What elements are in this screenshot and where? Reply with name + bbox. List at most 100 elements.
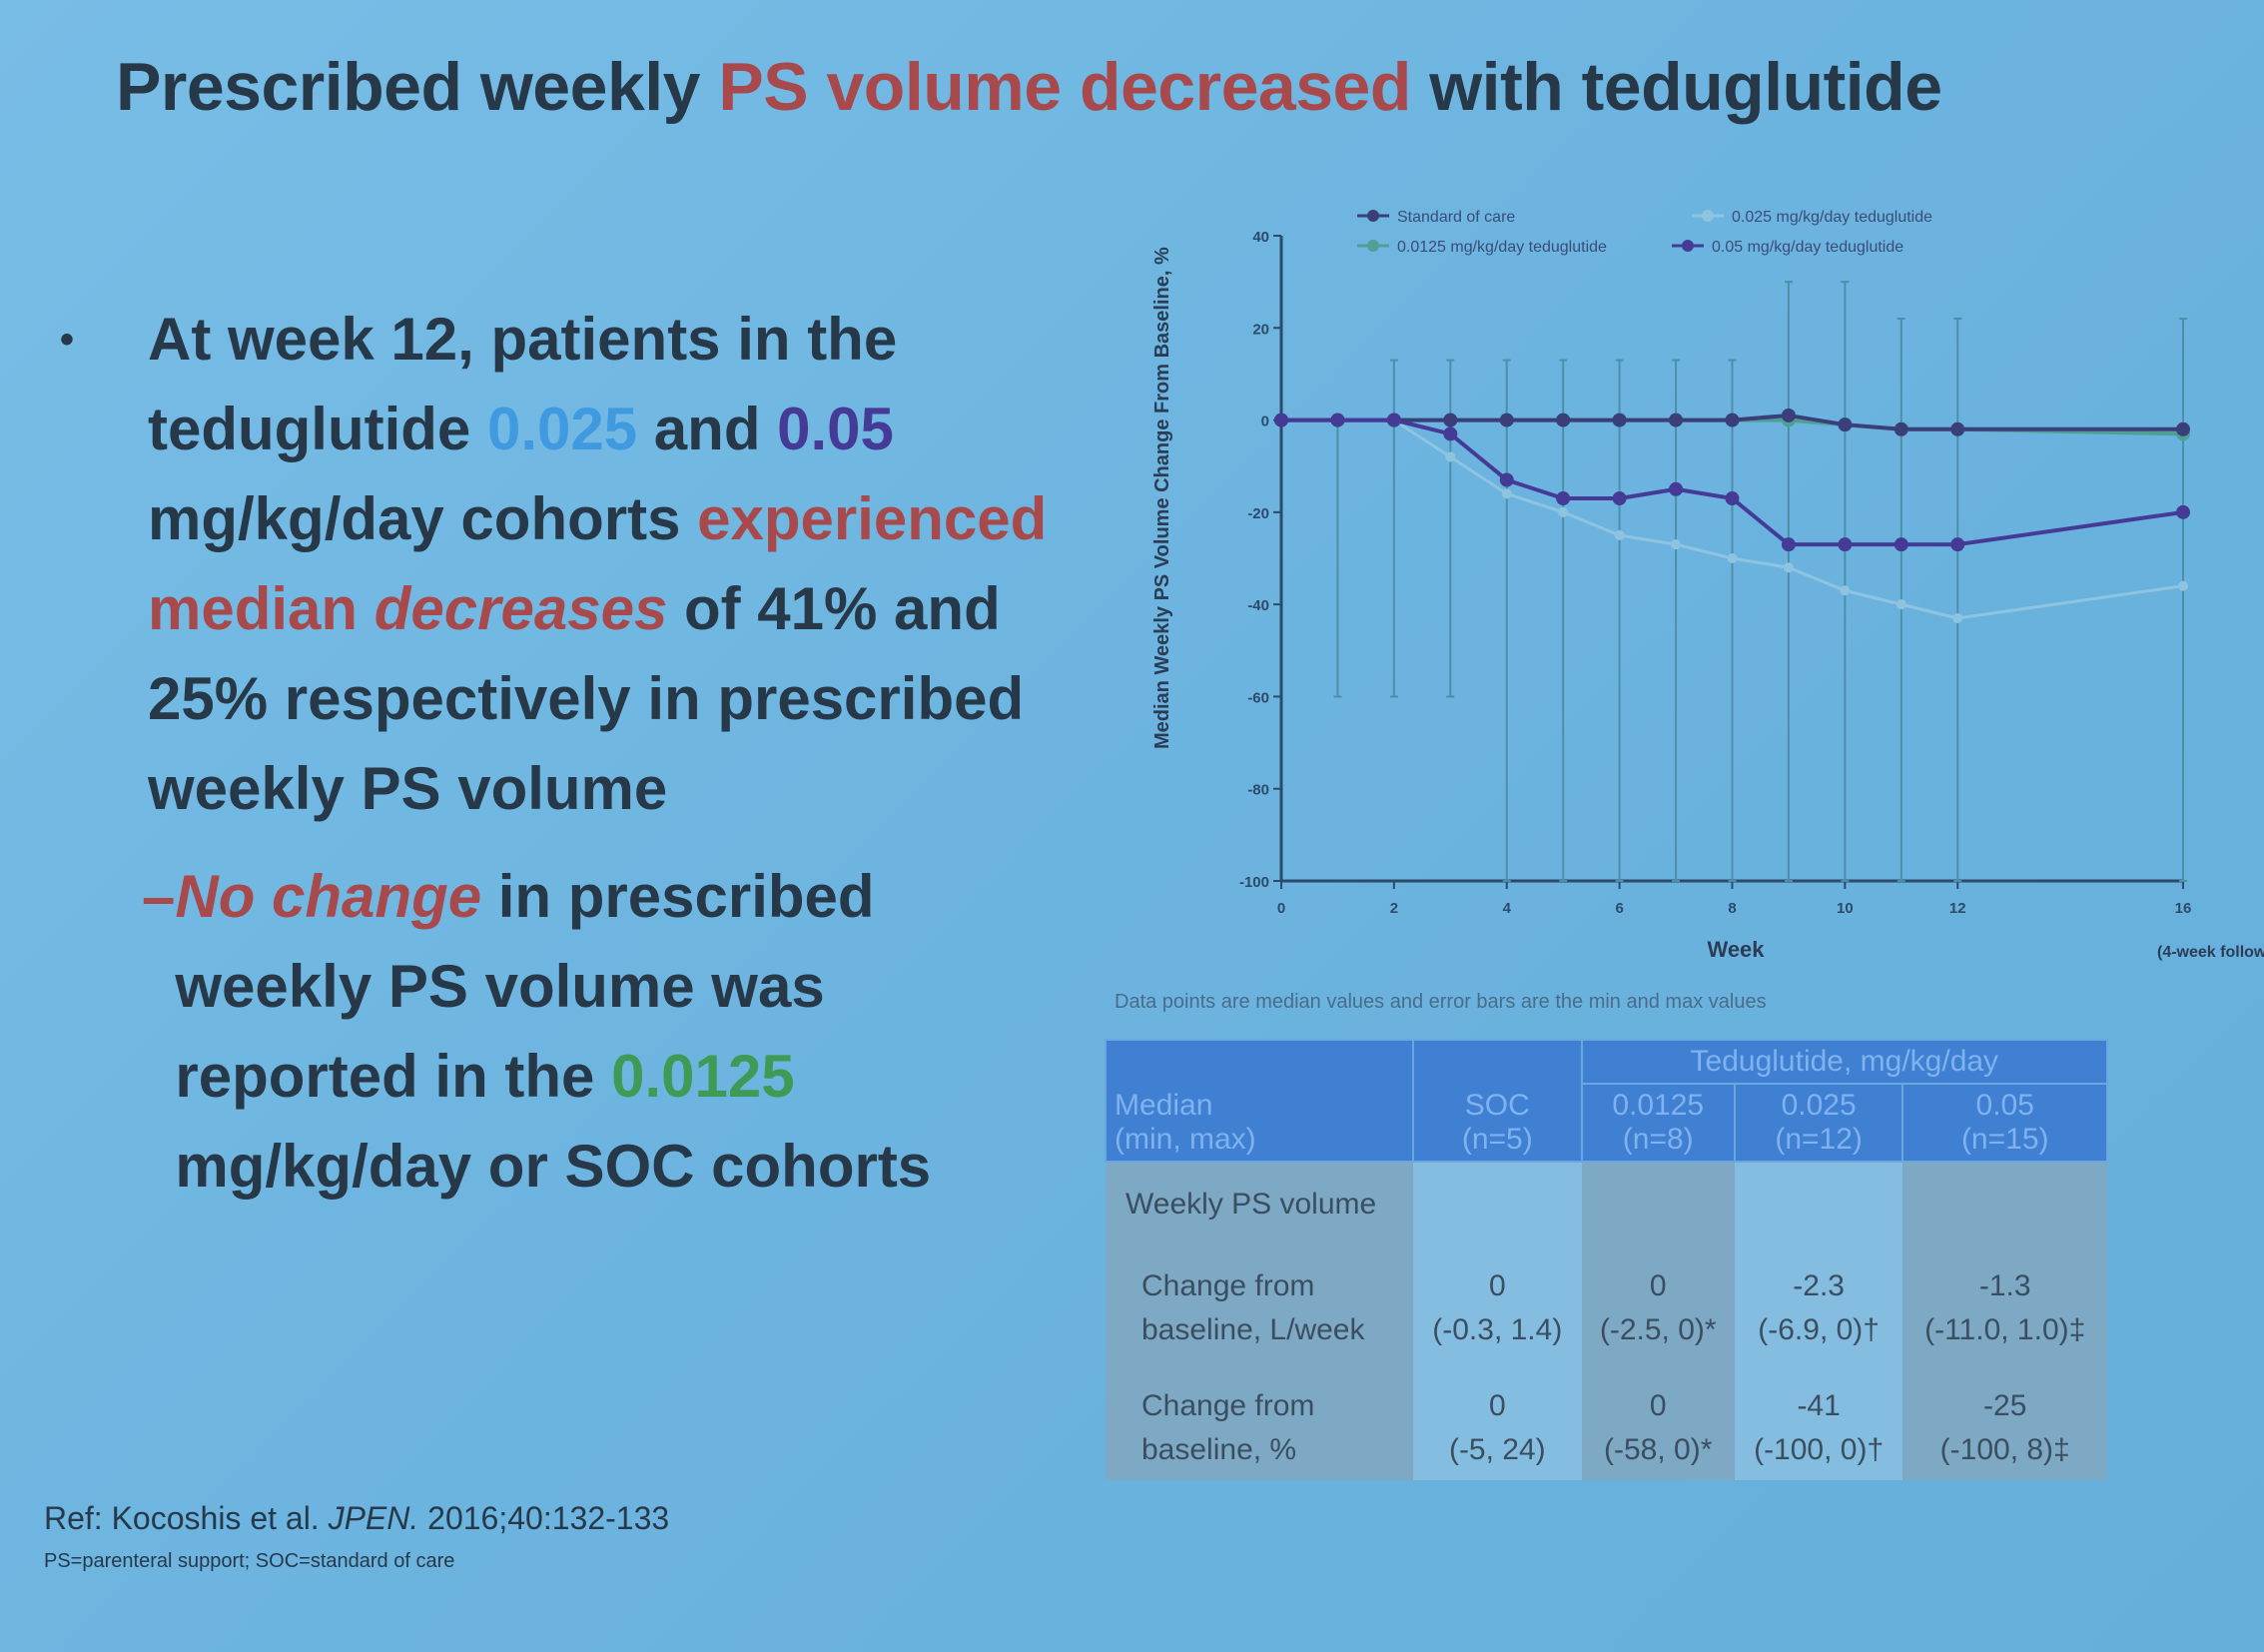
data-point-d05 <box>1893 537 1908 552</box>
range: (-2.5, 0)* <box>1599 1313 1717 1346</box>
text: mg/kg/day or SOC cohorts <box>175 1133 932 1200</box>
y-tick-label: -80 <box>1247 782 1269 799</box>
x-tick-label: 12 <box>1949 900 1966 917</box>
cell: -25 (-100, 8)‡ <box>1902 1360 2107 1480</box>
title-text-end: with teduglutide <box>1410 49 1942 125</box>
text: of 41% and 25% respectively in prescribe… <box>148 575 1025 822</box>
data-point-soc <box>1556 413 1571 427</box>
x-tick-label: 6 <box>1615 900 1623 917</box>
data-point-soc <box>2176 421 2190 436</box>
label-line: baseline, L/week <box>1141 1313 1365 1346</box>
bullet-list: • At week 12, patients in the teduglutid… <box>60 295 1059 1212</box>
range: (-100, 8)‡ <box>1939 1433 2070 1466</box>
median: 0 <box>1488 1389 1506 1422</box>
row-header-line: Median <box>1115 1089 1213 1122</box>
title-text: Prescribed weekly <box>116 49 719 125</box>
y-tick-label: 20 <box>1252 321 1269 338</box>
data-point-d05 <box>1499 472 1514 487</box>
data-point-soc <box>1838 417 1853 432</box>
y-tick-label: -40 <box>1247 597 1269 614</box>
bullet-item: • At week 12, patients in the teduglutid… <box>60 295 1059 834</box>
row-header-line: (min, max) <box>1115 1123 1256 1156</box>
cell: -1.3 (-11.0, 1.0)‡ <box>1902 1256 2107 1360</box>
y-axis-label: Median Weekly PS Volume Change From Base… <box>1151 247 1173 749</box>
empty-cell <box>1734 1162 1903 1256</box>
col-name: SOC <box>1464 1089 1530 1122</box>
row-label: Change from baseline, % <box>1106 1360 1413 1480</box>
col-header-0025: 0.025 (n=12) <box>1733 1083 1904 1163</box>
group-header: Teduglutide, mg/kg/day <box>1580 1039 2109 1085</box>
x-tick-label: 10 <box>1837 900 1854 917</box>
title-highlight: PS volume decreased <box>718 49 1411 125</box>
label-line: Change from <box>1141 1269 1315 1302</box>
median: -1.3 <box>1978 1269 2031 1302</box>
legend-label: Standard of care <box>1397 209 1515 226</box>
median: 0 <box>1649 1269 1667 1302</box>
data-point-d025 <box>1445 451 1456 462</box>
table-row: Change from baseline, % 0 (-5, 24) 0 (-58, … <box>1106 1360 2107 1480</box>
label-line: Change from <box>1141 1389 1315 1422</box>
row-label: Change from baseline, L/week <box>1106 1256 1413 1360</box>
cell: 0 (-5, 24) <box>1413 1360 1582 1480</box>
cell: -2.3 (-6.9, 0)† <box>1734 1256 1903 1360</box>
data-point-soc <box>1612 413 1627 427</box>
data-point-soc <box>1725 413 1740 427</box>
cell: -41 (-100, 0)† <box>1734 1360 1903 1480</box>
ref-text: Ref: Kocoshis et al. <box>44 1500 329 1536</box>
col-n: (n=5) <box>1461 1123 1533 1156</box>
error-bars <box>1333 281 2187 882</box>
legend-label: 0.0125 mg/kg/day teduglutide <box>1397 239 1607 256</box>
data-point-d025 <box>1671 539 1682 550</box>
x-tick-label: 8 <box>1728 900 1736 917</box>
dose-00125: 0.0125 <box>611 1043 795 1110</box>
x-axis-label: Week <box>1707 937 1765 962</box>
y-tick-label: 0 <box>1261 413 1269 430</box>
series-line-d025 <box>1281 418 2184 620</box>
col-header-005: 0.05 (n=15) <box>1901 1083 2108 1163</box>
legend: Standard of care 0.0125 mg/kg/day teduglu… <box>1357 209 1932 256</box>
y-tick-label: -100 <box>1239 874 1269 891</box>
x-tick-label: 0 <box>1277 900 1285 917</box>
legend-marker <box>1682 240 1694 252</box>
data-point-d025 <box>1952 612 1963 623</box>
range: (-58, 0)* <box>1604 1433 1713 1466</box>
highlight: experienced median <box>148 485 1048 642</box>
data-point-soc <box>1781 408 1796 422</box>
range: (-11.0, 1.0)‡ <box>1924 1313 2086 1346</box>
data-point-d05 <box>1950 537 1965 552</box>
range: (-100, 0)† <box>1754 1433 1885 1466</box>
data-point-d025 <box>1840 585 1851 596</box>
x-tick-label: 16 <box>2175 900 2192 917</box>
data-point-soc <box>1499 413 1514 427</box>
col-header-00125: 0.0125 (n=8) <box>1580 1083 1736 1163</box>
data-point-soc <box>1950 421 1965 436</box>
median: 0 <box>1649 1389 1667 1422</box>
series-line-d05 <box>1281 417 2184 547</box>
data-point-d05 <box>2176 504 2190 519</box>
median: -2.3 <box>1793 1269 1845 1302</box>
bullet-marker: • <box>60 318 75 362</box>
sub-bullet-dash: – <box>142 863 176 930</box>
data-point-d05 <box>1781 537 1796 552</box>
cell: 0 (-58, 0)* <box>1581 1360 1735 1480</box>
sub-bullet-text: No change in prescribed weekly PS volume… <box>175 852 1059 1212</box>
data-point-soc <box>1443 413 1458 427</box>
empty-cell <box>1413 1162 1582 1256</box>
col-name: 0.0125 <box>1612 1089 1705 1122</box>
data-point-d05 <box>1838 537 1853 552</box>
empty-cell <box>1581 1162 1735 1256</box>
ref-text-end: 2016;40:132-133 <box>418 1500 670 1536</box>
dose-005: 0.05 <box>777 396 894 462</box>
footnote: PS=parenteral support; SOC=standard of c… <box>44 1550 455 1572</box>
series-line-soc <box>1281 413 2183 431</box>
legend-label: 0.05 mg/kg/day teduglutide <box>1712 239 1903 256</box>
data-point-d05 <box>1443 426 1458 441</box>
axes: 40 20 0 -20 -40 -60 -80 -100 0 2 4 6 8 10 12 16 <box>1239 229 2191 917</box>
median: -25 <box>1983 1389 2027 1422</box>
data-point-soc <box>1893 421 1908 436</box>
col-header-soc: SOC (n=5) <box>1412 1039 1583 1163</box>
text: mg/kg/day cohorts <box>148 485 698 552</box>
range: (-5, 24) <box>1448 1433 1546 1466</box>
col-n: (n=12) <box>1775 1123 1863 1156</box>
data-point-d025 <box>2178 580 2188 591</box>
